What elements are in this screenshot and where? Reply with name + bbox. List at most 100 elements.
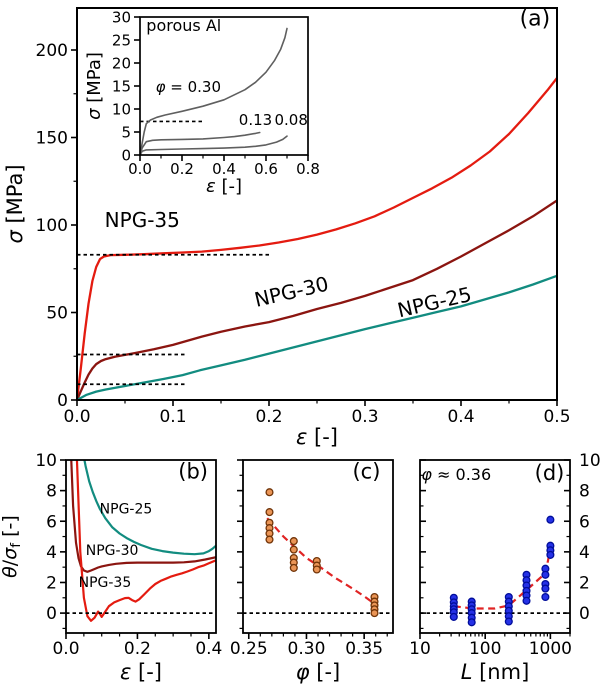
scatter-point xyxy=(265,535,274,544)
scatter-point xyxy=(467,618,476,627)
annotation-NPG-30: NPG-30 xyxy=(252,272,331,312)
y-axis-title: σ [MPa] xyxy=(3,164,27,243)
y-tick-label: 20 xyxy=(112,54,131,72)
x-tick-label: 0.1 xyxy=(159,407,186,427)
x-tick-label: 0.8 xyxy=(296,160,320,178)
panel-inset: 0.0 0.2 0.4 0.6 0.8 0 5 10 15 20 25 30 ε [-] σ [MPa] p… xyxy=(84,8,320,197)
x-tick-label: 100 xyxy=(469,639,501,659)
scatter-point xyxy=(522,596,531,605)
annotation-porous-Al: porous Al xyxy=(146,16,221,35)
scatter-point xyxy=(289,545,298,554)
series-line-porous-Al-phi-0.08 xyxy=(140,135,288,155)
y-tick-label: 2 xyxy=(579,574,590,594)
x-tick-label: 0.2 xyxy=(170,160,194,178)
x-tick-label: 0.0 xyxy=(128,160,152,178)
y-tick-label: 30 xyxy=(112,8,131,26)
y-tick-label: 10 xyxy=(112,100,131,118)
scatter-point xyxy=(370,609,379,618)
scatter-point xyxy=(289,537,298,546)
annotation-0.13: 0.13 xyxy=(239,111,272,129)
series-line-NPG-30 xyxy=(77,199,557,400)
panel-c: 0.25 0.30 0.35φ [-] (c) xyxy=(230,459,394,684)
y-axis-title: θ/σf [-] xyxy=(0,515,24,578)
series-line-porous-Al-phi-0.13 xyxy=(140,131,261,155)
annotation-φ-≈-0.36: φ ≈ 0.36 xyxy=(421,465,491,484)
y-tick-label: 6 xyxy=(579,512,590,532)
annotation-NPG-35: NPG-35 xyxy=(79,575,132,591)
y-tick-label: 0 xyxy=(57,391,68,411)
y-tick-label: 150 xyxy=(36,129,68,149)
x-axis-title: L [nm] xyxy=(461,660,530,684)
y-tick-label: 8 xyxy=(579,482,590,502)
scatter-point xyxy=(265,488,274,497)
annotation-φ-=-0.30: φ = 0.30 xyxy=(156,78,221,96)
y-tick-label: 8 xyxy=(46,482,57,502)
series-line-NPG-25 xyxy=(77,274,557,400)
x-tick-label: 10 xyxy=(409,639,431,659)
x-axis-title: ε [-] xyxy=(120,660,162,684)
x-tick-label: 0.6 xyxy=(254,160,278,178)
x-tick-label: 0.4 xyxy=(212,160,236,178)
scatter-point xyxy=(541,570,550,579)
y-tick-label: 6 xyxy=(46,512,57,532)
scatter-point xyxy=(449,612,458,621)
plot-frame xyxy=(65,459,217,634)
plot-frame xyxy=(242,459,394,634)
x-tick-label: 0.0 xyxy=(63,407,90,427)
annotation-(b): (b) xyxy=(178,459,208,483)
panel-d: 10 100 1000 0 2 4 6 8 10 L [nm] φ ≈ 0.36 (d) xyxy=(409,451,600,684)
trend-line xyxy=(266,517,377,606)
x-tick-label: 0.5 xyxy=(543,407,570,427)
y-tick-label: 0 xyxy=(121,146,131,164)
y-tick-label: 15 xyxy=(112,77,131,95)
series-line-NPG-35 xyxy=(75,460,216,622)
series-line-NPG-30 xyxy=(70,460,216,573)
annotation-0.08: 0.08 xyxy=(274,111,307,129)
series-line-NPG-35 xyxy=(77,76,557,400)
scatter-point xyxy=(541,592,550,602)
scatter-point xyxy=(265,508,274,517)
scatter-point xyxy=(546,550,555,559)
annotation-NPG-30: NPG-30 xyxy=(86,543,139,559)
x-tick-label: 1000 xyxy=(529,639,572,659)
series-line-porous-Al-phi-0.30 xyxy=(140,27,288,155)
y-tick-label: 200 xyxy=(36,41,68,61)
series-line-NPG-25 xyxy=(83,460,216,556)
y-tick-label: 100 xyxy=(36,216,68,236)
annotation-(c): (c) xyxy=(352,459,380,483)
y-axis-title: σ [MPa] xyxy=(84,52,105,120)
y-tick-label: 0 xyxy=(579,604,590,624)
y-tick-label: 50 xyxy=(46,304,68,324)
x-tick-label: 0.30 xyxy=(288,639,326,659)
inset-background xyxy=(140,17,308,155)
y-tick-label: 10 xyxy=(579,451,600,471)
y-tick-label: 4 xyxy=(46,543,57,563)
x-axis-title: φ [-] xyxy=(296,660,341,684)
x-tick-label: 0.35 xyxy=(345,639,383,659)
x-tick-label: 0.2 xyxy=(124,639,151,659)
x-tick-label: 0.2 xyxy=(255,407,282,427)
plot-frame xyxy=(419,459,571,634)
y-tick-label: 5 xyxy=(121,123,131,141)
annotation-NPG-25: NPG-25 xyxy=(395,282,474,322)
x-axis-title: ε [-] xyxy=(206,176,242,197)
annotation-(a): (a) xyxy=(520,7,551,32)
scatter-point xyxy=(541,584,550,593)
scatter-point xyxy=(312,565,321,574)
annotation-(d): (d) xyxy=(535,461,565,485)
annotation-NPG-35: NPG-35 xyxy=(105,208,180,232)
scatter-point xyxy=(289,563,298,572)
x-tick-label: 0.4 xyxy=(447,407,474,427)
x-tick-label: 0.4 xyxy=(195,639,222,659)
scatter-point xyxy=(504,617,513,626)
y-tick-label: 25 xyxy=(112,31,131,49)
y-tick-label: 10 xyxy=(35,451,57,471)
y-tick-label: 0 xyxy=(46,604,57,624)
panel-b: 0.0 0.2 0.4 0 2 4 6 8 10 ε [-] θ/σf [-] NPG-25 NPG-3… xyxy=(0,451,222,684)
y-tick-label: 2 xyxy=(46,574,57,594)
x-axis-title: ε [-] xyxy=(296,425,338,449)
x-tick-label: 0.25 xyxy=(230,639,268,659)
